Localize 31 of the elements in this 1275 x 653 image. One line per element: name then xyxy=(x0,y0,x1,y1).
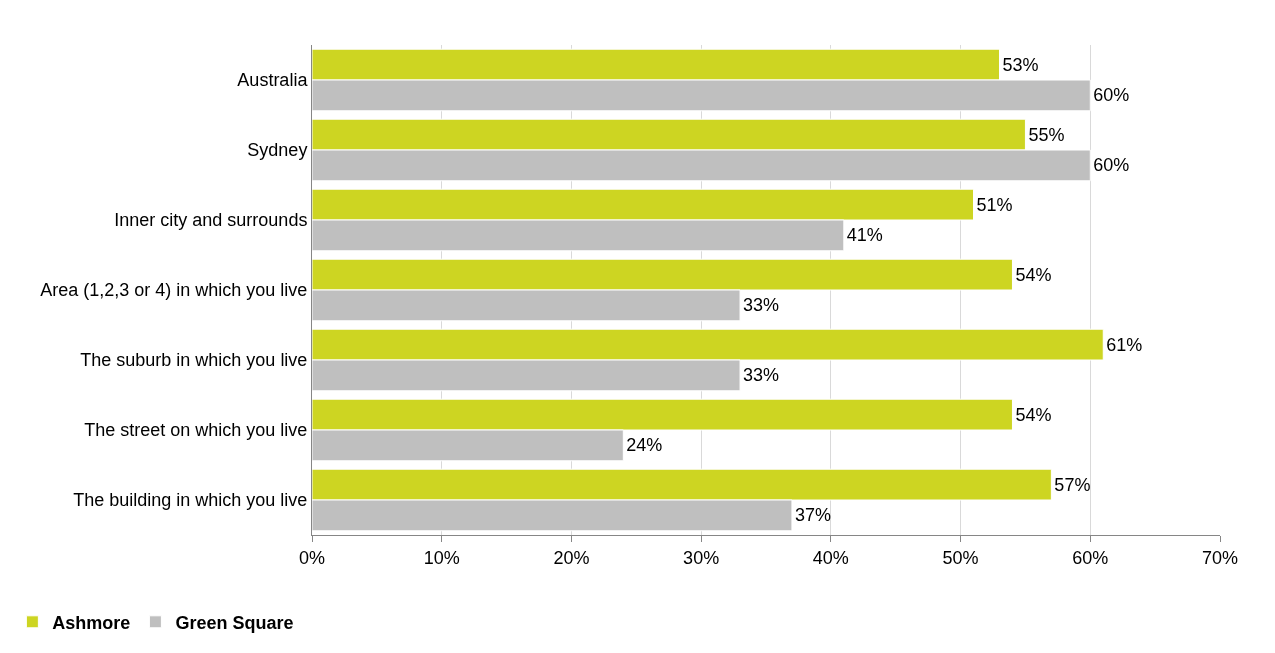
y-tick-label: The suburb in which you live xyxy=(80,350,308,371)
data-label: 51% xyxy=(976,194,1013,215)
x-tick-label: 40% xyxy=(812,547,849,568)
data-label: 54% xyxy=(1015,264,1052,285)
x-tick-label: 70% xyxy=(1201,547,1239,568)
data-label: 37% xyxy=(794,505,831,526)
x-tick-label: 20% xyxy=(553,547,590,568)
data-label: 60% xyxy=(1093,155,1130,176)
y-tick-label: Inner city and surrounds xyxy=(114,210,308,231)
data-label: 41% xyxy=(846,225,883,246)
data-label: 57% xyxy=(1054,474,1091,495)
legend-label: Ashmore xyxy=(52,612,131,633)
x-tick-label: 0% xyxy=(298,547,326,568)
y-tick-label: The street on which you live xyxy=(84,420,308,441)
y-tick-label: Australia xyxy=(237,70,309,91)
data-label: 33% xyxy=(743,295,780,316)
data-label: 55% xyxy=(1028,124,1065,145)
x-tick-label: 50% xyxy=(942,547,979,568)
data-label: 24% xyxy=(626,435,663,456)
x-tick-label: 10% xyxy=(423,547,460,568)
data-label: 54% xyxy=(1015,404,1052,425)
data-label: 33% xyxy=(743,365,780,386)
x-tick-label: 30% xyxy=(683,547,720,568)
data-label: 53% xyxy=(1002,54,1039,75)
y-tick-label: Area (1,2,3 or 4) in which you live xyxy=(40,280,308,301)
y-tick-label: The building in which you live xyxy=(73,490,308,511)
data-label: 61% xyxy=(1106,334,1143,355)
legend-label: Green Square xyxy=(175,612,294,633)
x-tick-label: 60% xyxy=(1072,547,1109,568)
data-label: 60% xyxy=(1093,85,1130,106)
y-tick-label: Sydney xyxy=(247,140,308,161)
